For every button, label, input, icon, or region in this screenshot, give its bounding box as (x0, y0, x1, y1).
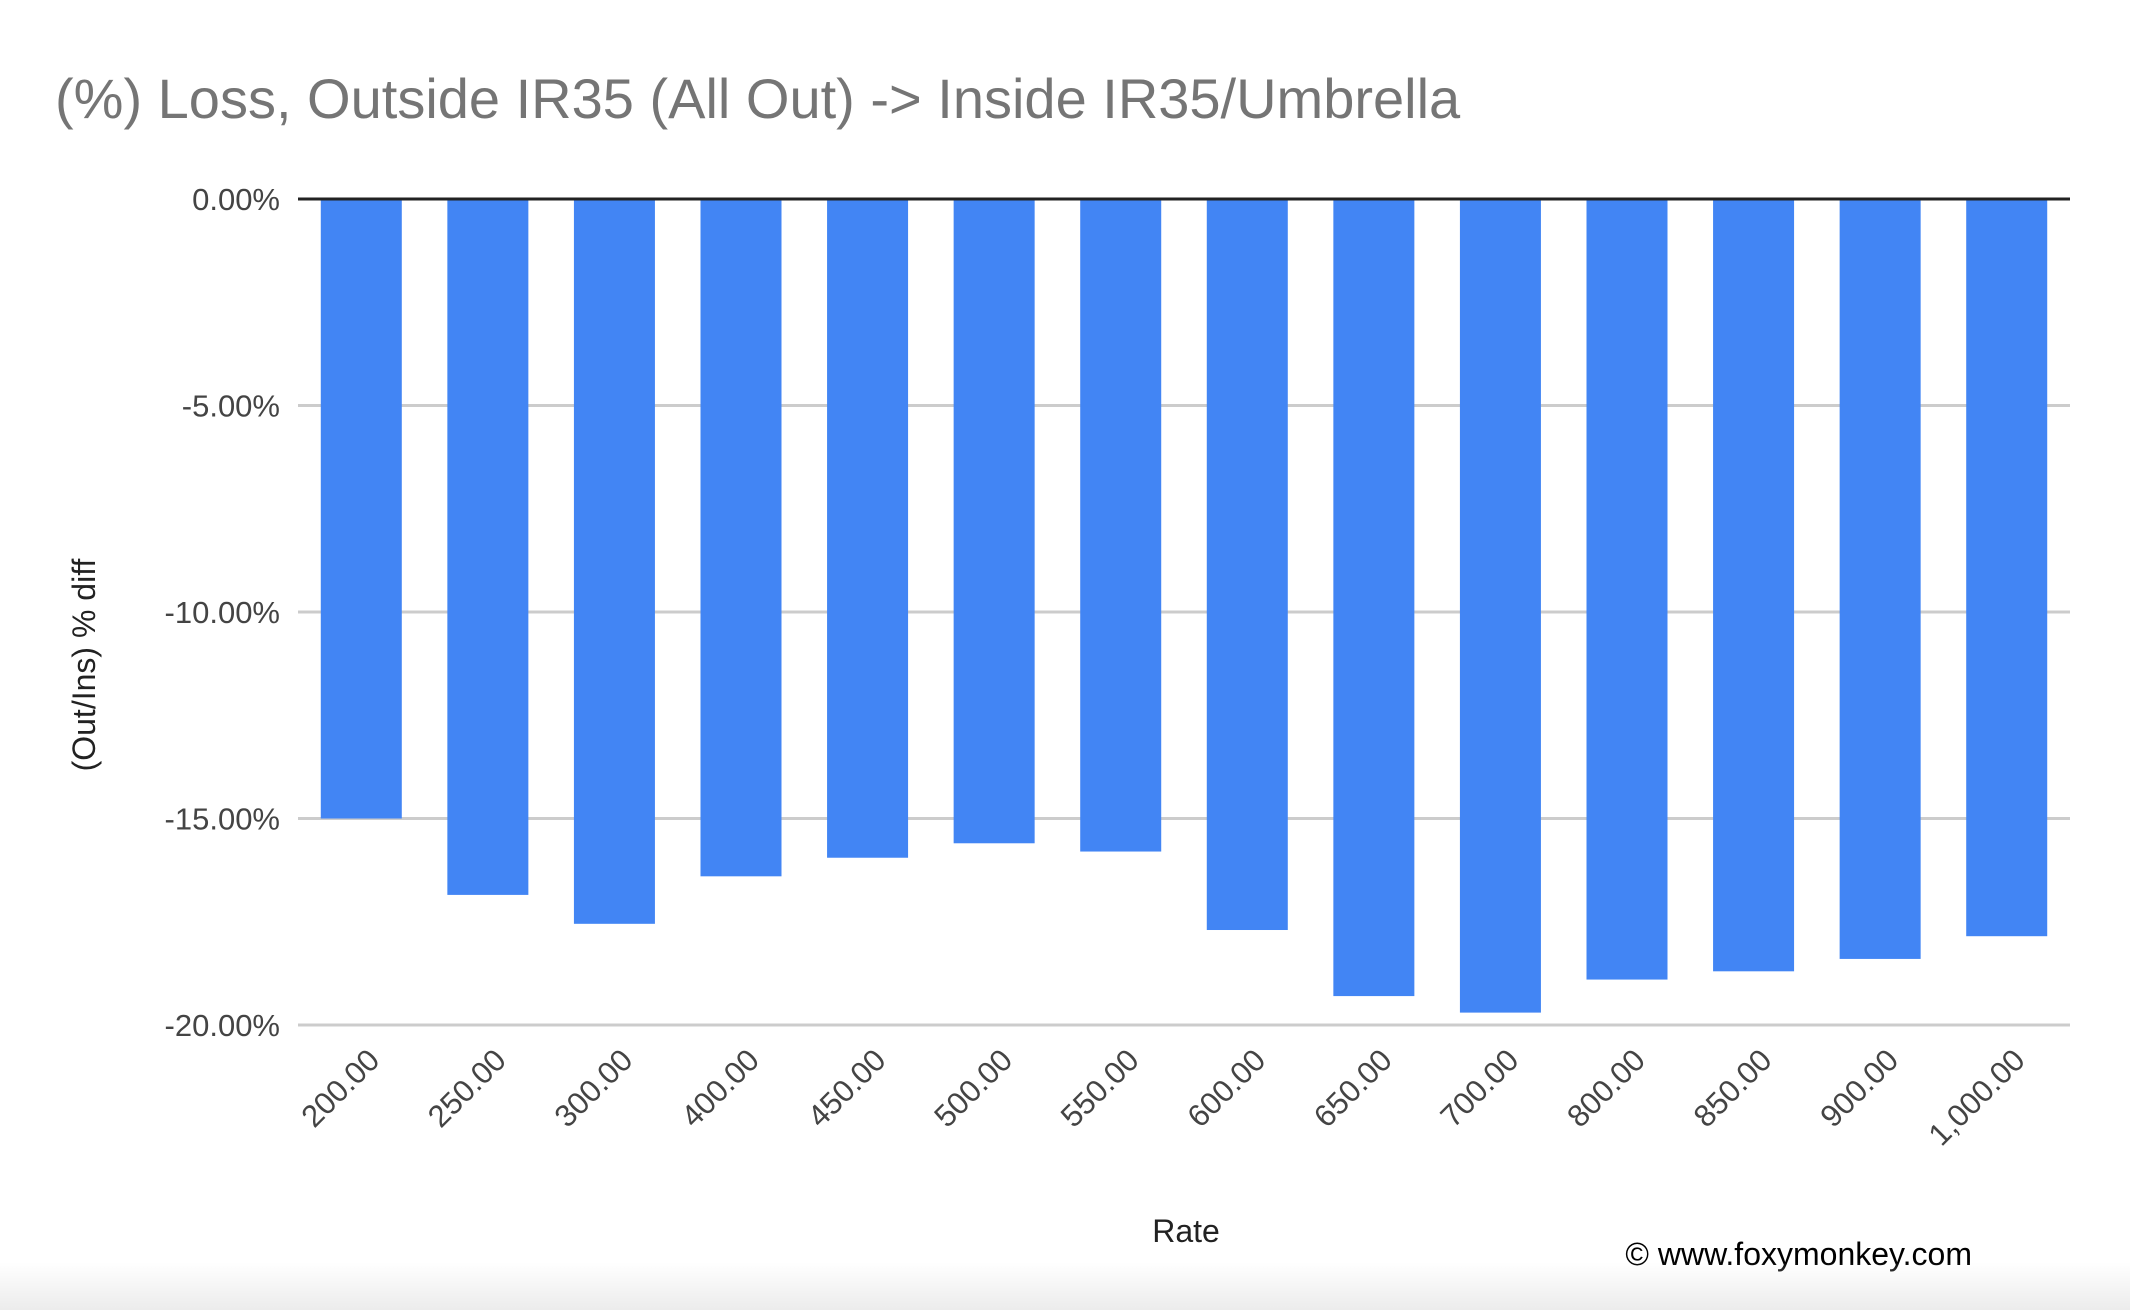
y-tick-label: -5.00% (182, 389, 280, 424)
x-tick-label: 600.00 (1180, 1042, 1272, 1134)
y-axis-label: (Out/Ins) % diff (66, 558, 102, 771)
bar (573, 199, 655, 924)
x-tick-label: 850.00 (1687, 1042, 1779, 1134)
bar (827, 199, 909, 858)
bar (1459, 199, 1541, 1013)
x-tick-label: 700.00 (1434, 1042, 1526, 1134)
y-tick-label: -20.00% (165, 1008, 280, 1043)
x-tick-label: 250.00 (421, 1042, 513, 1134)
bar (1586, 199, 1668, 980)
x-tick-label: 300.00 (548, 1042, 640, 1134)
bar (1080, 199, 1162, 852)
bar (1966, 199, 2048, 937)
bar (953, 199, 1035, 844)
y-tick-label: -10.00% (165, 595, 280, 630)
bar (1206, 199, 1288, 931)
x-tick-label: 1,000.00 (1922, 1042, 2032, 1152)
bar (1333, 199, 1415, 997)
gridlines (298, 404, 2070, 1027)
y-tick-label: 0.00% (192, 182, 280, 217)
x-tick-label: 900.00 (1813, 1042, 1905, 1134)
x-tick-label: 500.00 (927, 1042, 1019, 1134)
y-axis-ticks: 0.00% -5.00% -10.00% -15.00% -20.00% (165, 182, 280, 1043)
bar (1713, 199, 1795, 972)
bar (447, 199, 529, 895)
x-tick-label: 800.00 (1560, 1042, 1652, 1134)
x-tick-label: 450.00 (801, 1042, 893, 1134)
x-tick-label: 400.00 (674, 1042, 766, 1134)
bar (1839, 199, 1921, 959)
bar (700, 199, 782, 877)
x-tick-label: 200.00 (294, 1042, 386, 1134)
bar (320, 199, 402, 819)
bottom-shadow (0, 1262, 2130, 1310)
chart-title: (%) Loss, Outside IR35 (All Out) -> Insi… (55, 67, 1461, 130)
x-axis-ticks: 200.00 250.00 300.00 400.00 450.00 500.00 550.… (294, 1042, 2031, 1152)
bars (320, 199, 2048, 1013)
x-tick-label: 650.00 (1307, 1042, 1399, 1134)
x-tick-label: 550.00 (1054, 1042, 1146, 1134)
y-tick-label: -15.00% (165, 802, 280, 837)
x-axis-label: Rate (1152, 1213, 1220, 1249)
